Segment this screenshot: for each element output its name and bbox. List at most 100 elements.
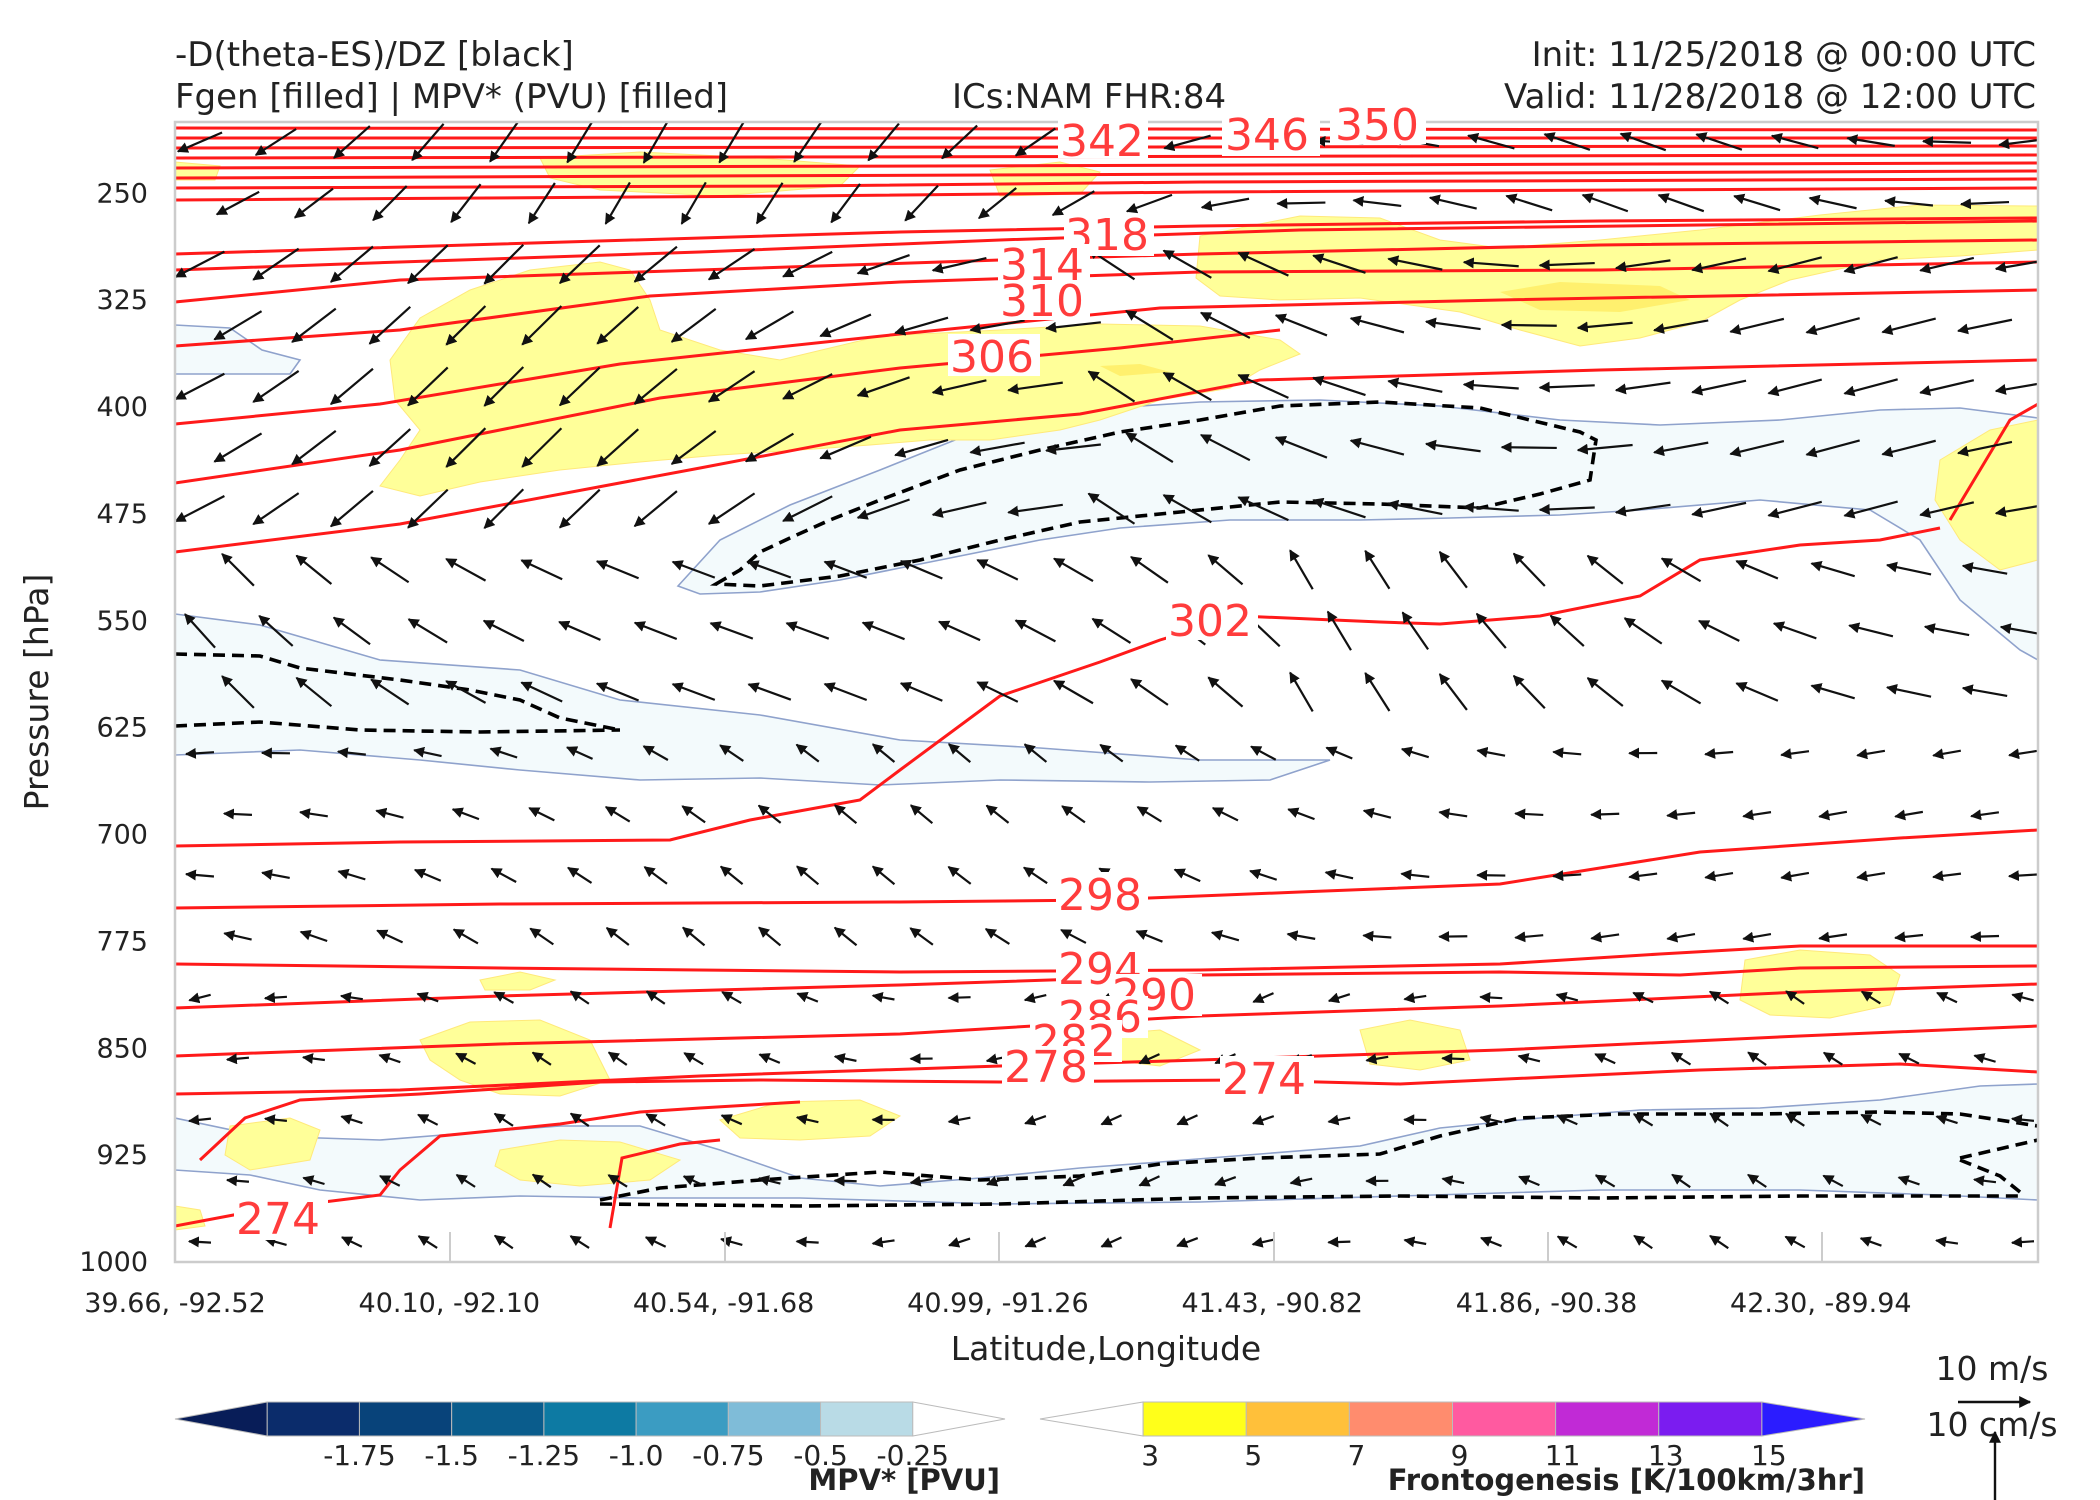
wind-vector-arrow (531, 1173, 552, 1189)
wind-vector-arrow (683, 1052, 704, 1066)
wind-vector-arrow (1362, 807, 1392, 819)
wind-vector-arrow (1885, 683, 1932, 698)
wind-vector-arrow (1362, 930, 1392, 942)
wind-vector-arrow (529, 927, 554, 946)
wind-vector-arrow (1401, 611, 1430, 651)
fgen-strong-patch-2 (1100, 364, 1170, 376)
wind-vector-arrow (758, 926, 782, 947)
wind-vector-arrow (1935, 1114, 1958, 1125)
wind-vector-arrow (215, 190, 260, 216)
x-axis-label: Latitude,Longitude (951, 1329, 1261, 1368)
wind-vector-arrow (527, 182, 556, 225)
wind-vector-arrow (2010, 1236, 2035, 1248)
wind-vector-arrow (1062, 1175, 1085, 1187)
wind-vector-arrow (642, 745, 669, 761)
fgen-region-lower-left (224, 1117, 321, 1171)
fgen-tick-label: 13 (1648, 1439, 1684, 1472)
wind-vector-arrow (339, 991, 363, 1003)
wind-vector-arrow (413, 746, 442, 758)
wind-vector-arrow (744, 310, 794, 341)
wind-vector-arrow (607, 1051, 628, 1066)
wind-vector-arrow (1051, 190, 1095, 216)
wind-vector-arrow (299, 808, 328, 820)
wind-vector-arrow (1808, 194, 1857, 210)
wind-vector-arrow (225, 1175, 250, 1187)
wind-vector-arrow (1174, 744, 1200, 762)
wind-vector-arrow (645, 1113, 666, 1127)
wind-vector-arrow (1424, 439, 1481, 453)
wind-vector-arrow (833, 926, 858, 947)
wind-vector-arrow (368, 428, 411, 467)
wind-vector-arrow (187, 1236, 212, 1248)
wind-vector-arrow (263, 1114, 288, 1126)
wind-vector-arrow (707, 370, 756, 403)
colorbar-segment (1761, 1401, 1866, 1437)
wind-vector-arrow (1614, 503, 1671, 517)
wind-vector-arrow (1007, 503, 1063, 517)
wind-vector-arrow (1691, 257, 1747, 274)
wind-vector-arrow (445, 427, 487, 468)
wind-vector-arrow (1973, 1175, 1997, 1187)
wind-vector-arrow (871, 743, 896, 763)
wind-vector-arrow (1479, 992, 1503, 1003)
wind-vector-arrow (1289, 671, 1314, 713)
wind-vector-arrow (984, 927, 1010, 945)
wind-vector-arrow (938, 620, 981, 642)
wind-vector-arrow (1200, 433, 1251, 462)
wind-vector-arrow (931, 501, 987, 518)
wind-vector-arrow (1517, 1053, 1541, 1064)
wind-vector-arrow (1200, 311, 1251, 339)
wind-vector-arrow (976, 681, 1019, 703)
wind-vector-arrow (718, 122, 746, 164)
wind-vector-arrow (1742, 809, 1772, 821)
wind-vector-arrow (489, 746, 518, 759)
wind-vector-arrow (1619, 132, 1667, 152)
wind-vector-arrow (1897, 1175, 1920, 1186)
wind-vector-arrow (1623, 617, 1663, 645)
wind-vector-arrow (1590, 931, 1620, 943)
colorbar-segment (451, 1401, 545, 1437)
wind-vector-arrow (559, 244, 601, 284)
wind-vector-arrow (569, 1112, 590, 1127)
wind-vector-arrow (871, 991, 895, 1003)
wind-vector-arrow (1921, 136, 1972, 148)
wind-key-horizontal-label: 10 m/s (1936, 1349, 2049, 1388)
wind-vector-arrow (2010, 1114, 2035, 1126)
wind-vector-arrow (493, 991, 514, 1004)
wind-vector-arrow (1691, 379, 1747, 396)
wind-vector-arrow (1932, 748, 1962, 760)
wind-vector-arrow (1237, 251, 1289, 277)
wind-vector-arrow (910, 804, 934, 825)
colorbar-segment (543, 1401, 637, 1437)
wind-vector-arrow (1932, 870, 1962, 882)
wind-vector-arrow (483, 366, 525, 407)
wind-vector-arrow (1289, 1175, 1313, 1187)
contour-labels: 342 346 350 318 314 310 306 302 298 294 … (234, 100, 1426, 1245)
wind-vector-arrow (595, 559, 640, 580)
wind-vector-arrow (264, 1236, 287, 1248)
wind-vector-arrow (1462, 501, 1519, 513)
y-tick-label: 850 (96, 1033, 148, 1064)
x-tick-label: 40.99, -91.26 (907, 1288, 1089, 1319)
wind-vector-arrow (1387, 377, 1443, 393)
wind-vector-arrow (719, 744, 744, 762)
wind-vector-arrow (595, 682, 640, 702)
wind-vector-arrow (1657, 193, 1705, 213)
wind-vector-arrow (1810, 683, 1855, 700)
wind-vector-arrow (445, 557, 487, 582)
wind-vector-arrow (333, 125, 371, 159)
x-tick-label: 41.86, -90.38 (1456, 1288, 1638, 1319)
wind-vector-arrow (261, 869, 290, 880)
wind-vector-arrow (833, 1175, 857, 1187)
wind-vector-arrow (1805, 439, 1860, 458)
wind-vector-arrow (330, 367, 374, 405)
wind-vector-arrow (1349, 437, 1405, 456)
wind-vector-arrow (1923, 623, 1970, 637)
wind-vector-arrow (1130, 678, 1169, 706)
mpv-colorbar: -1.75 -1.5 -1.25 -1.0 -0.75 -0.5 -0.25 (174, 1401, 1006, 1472)
wind-vector-arrow (1660, 557, 1702, 583)
wind-vector-arrow (682, 926, 706, 947)
wind-vector-arrow (1462, 257, 1519, 269)
wind-vector-arrow (482, 619, 525, 643)
wind-vector-arrow (1818, 809, 1848, 821)
